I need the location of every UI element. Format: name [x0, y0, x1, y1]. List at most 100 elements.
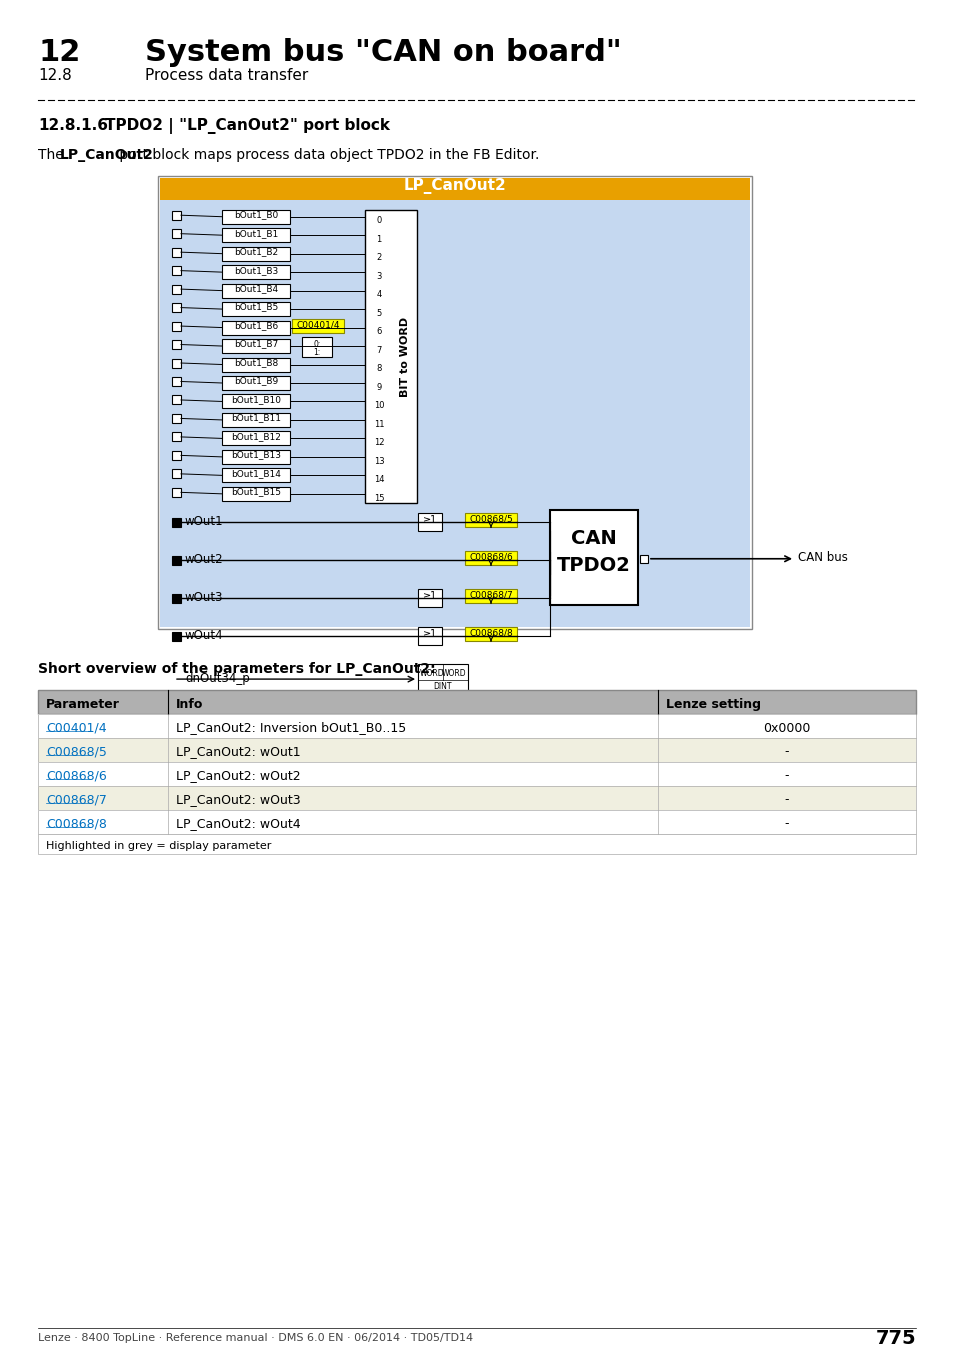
Bar — [172, 285, 181, 293]
Text: C00868/7: C00868/7 — [469, 591, 513, 599]
Text: C00868/6: C00868/6 — [46, 769, 107, 783]
Text: -: - — [784, 817, 788, 830]
Bar — [464, 628, 517, 641]
Text: bOut1_B6: bOut1_B6 — [233, 321, 278, 329]
Text: 5: 5 — [376, 309, 381, 317]
Text: 0x0000: 0x0000 — [762, 721, 810, 734]
Text: bOut1_B7: bOut1_B7 — [233, 340, 278, 348]
Text: bOut1_B13: bOut1_B13 — [231, 451, 281, 459]
Bar — [222, 450, 290, 464]
Text: Info: Info — [175, 698, 203, 710]
Text: -: - — [784, 794, 788, 806]
Bar — [38, 834, 915, 853]
Bar — [222, 377, 290, 390]
Text: 15: 15 — [374, 494, 384, 502]
Text: dnOut34_p: dnOut34_p — [185, 671, 250, 684]
Bar — [172, 451, 181, 460]
Text: The: The — [38, 147, 68, 162]
Text: bOut1_B11: bOut1_B11 — [231, 413, 281, 423]
Bar — [550, 510, 638, 605]
Text: LP_CanOut2: wOut1: LP_CanOut2: wOut1 — [175, 745, 300, 759]
Bar — [417, 664, 468, 694]
Text: bOut1_B3: bOut1_B3 — [233, 266, 278, 274]
Text: bOut1_B4: bOut1_B4 — [233, 284, 277, 293]
Bar — [160, 178, 749, 200]
Text: C00868/5: C00868/5 — [46, 745, 107, 759]
Text: Highlighted in grey = display parameter: Highlighted in grey = display parameter — [46, 841, 271, 850]
Bar — [417, 628, 441, 645]
Text: 10: 10 — [374, 401, 384, 410]
Text: DINT: DINT — [434, 682, 452, 691]
Text: bOut1_B5: bOut1_B5 — [233, 302, 278, 312]
Text: 1: 1 — [376, 235, 381, 244]
Text: bOut1_B0: bOut1_B0 — [233, 211, 278, 219]
Bar — [172, 470, 181, 478]
Bar — [222, 358, 290, 371]
Text: 13: 13 — [374, 456, 384, 466]
Text: TPDO2 | "LP_CanOut2" port block: TPDO2 | "LP_CanOut2" port block — [105, 117, 390, 134]
Text: 12: 12 — [374, 439, 384, 447]
Bar — [222, 487, 290, 501]
Bar — [302, 336, 332, 356]
Bar — [222, 302, 290, 316]
Bar — [172, 632, 181, 641]
Text: wOut3: wOut3 — [185, 591, 223, 603]
Text: 775: 775 — [875, 1328, 915, 1347]
Text: C00401/4: C00401/4 — [296, 320, 339, 329]
Bar — [38, 761, 915, 786]
Bar — [639, 555, 647, 563]
Text: bOut1_B12: bOut1_B12 — [231, 432, 280, 441]
Bar — [38, 761, 915, 786]
Text: ≥1: ≥1 — [422, 629, 436, 639]
Bar — [172, 396, 181, 405]
Bar — [222, 339, 290, 354]
Text: 4: 4 — [376, 290, 381, 300]
Bar — [38, 738, 915, 761]
Bar — [222, 394, 290, 409]
Bar — [464, 551, 517, 566]
Text: 2: 2 — [376, 254, 381, 262]
Text: 12.8.1.6: 12.8.1.6 — [38, 117, 108, 132]
Bar — [172, 230, 181, 238]
Bar — [172, 321, 181, 331]
Text: ≥1: ≥1 — [422, 591, 436, 601]
Text: 3: 3 — [375, 271, 381, 281]
Bar — [38, 786, 915, 810]
Text: bOut1_B15: bOut1_B15 — [231, 487, 281, 497]
Text: 6: 6 — [375, 327, 381, 336]
Text: bOut1_B10: bOut1_B10 — [231, 396, 281, 404]
Text: C00868/8: C00868/8 — [469, 629, 513, 637]
Text: LP_CanOut2: LP_CanOut2 — [60, 147, 153, 162]
Text: Lenze · 8400 TopLine · Reference manual · DMS 6.0 EN · 06/2014 · TD05/TD14: Lenze · 8400 TopLine · Reference manual … — [38, 1334, 473, 1343]
Bar — [172, 518, 181, 528]
Text: wOut1: wOut1 — [185, 514, 223, 528]
Text: C00868/6: C00868/6 — [469, 552, 513, 562]
Bar — [38, 786, 915, 810]
Text: Short overview of the parameters for LP_CanOut2:: Short overview of the parameters for LP_… — [38, 662, 436, 676]
Bar — [172, 304, 181, 312]
Bar — [172, 247, 181, 256]
Text: bOut1_B8: bOut1_B8 — [233, 358, 278, 367]
Bar — [222, 247, 290, 261]
Bar — [464, 513, 517, 528]
Bar — [365, 209, 416, 504]
Bar — [38, 690, 915, 714]
Text: BIT to WORD: BIT to WORD — [399, 316, 410, 397]
Text: 11: 11 — [374, 420, 384, 429]
Bar — [172, 340, 181, 350]
Text: C00868/5: C00868/5 — [469, 514, 513, 524]
Bar — [417, 589, 441, 608]
Text: LP_CanOut2: LP_CanOut2 — [403, 178, 506, 194]
Text: C00868/7: C00868/7 — [46, 794, 107, 806]
Text: LP_CanOut2: wOut4: LP_CanOut2: wOut4 — [175, 817, 300, 830]
Text: bOut1_B14: bOut1_B14 — [231, 468, 280, 478]
Text: WORD: WORD — [419, 668, 444, 678]
Text: 14: 14 — [374, 475, 384, 485]
Text: 0:: 0: — [313, 340, 320, 350]
Text: LP_CanOut2: Inversion bOut1_B0..15: LP_CanOut2: Inversion bOut1_B0..15 — [175, 721, 406, 734]
Text: 12.8: 12.8 — [38, 68, 71, 82]
Text: TPDO2: TPDO2 — [557, 556, 630, 575]
Bar — [38, 690, 915, 714]
Text: port block maps process data object TPDO2 in the FB Editor.: port block maps process data object TPDO… — [115, 147, 538, 162]
Text: 7: 7 — [375, 346, 381, 355]
